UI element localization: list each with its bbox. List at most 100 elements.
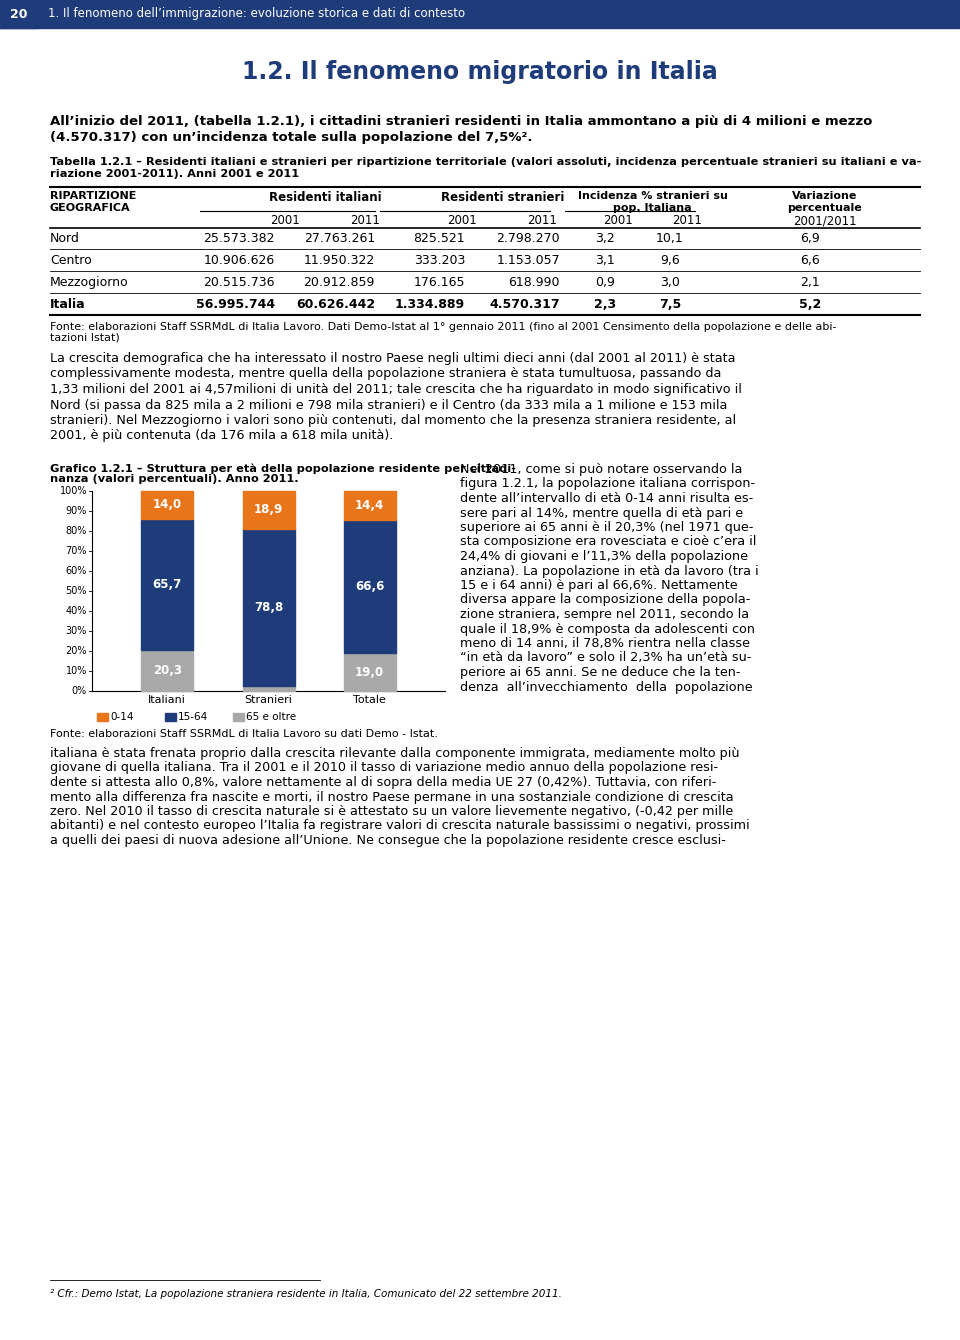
Text: periore ai 65 anni. Se ne deduce che la ten-: periore ai 65 anni. Se ne deduce che la …: [460, 666, 740, 679]
Text: All’inizio del 2011, (tabella 1.2.1), i cittadini stranieri residenti in Italia : All’inizio del 2011, (tabella 1.2.1), i …: [50, 115, 873, 129]
Text: 2,3: 2,3: [594, 297, 616, 311]
Text: 2001: 2001: [270, 214, 300, 226]
Text: denza  all’invecchiamento  della  popolazione: denza all’invecchiamento della popolazio…: [460, 681, 753, 694]
Text: 65 e oltre: 65 e oltre: [246, 712, 296, 722]
Text: 6,9: 6,9: [800, 232, 820, 245]
Text: 0-14: 0-14: [110, 712, 133, 722]
Text: 3,0: 3,0: [660, 276, 680, 289]
Text: 20.515.736: 20.515.736: [204, 276, 275, 289]
Text: 20,3: 20,3: [153, 665, 181, 677]
Bar: [141, 490, 193, 519]
Bar: [344, 653, 396, 691]
Text: Grafico 1.2.1 – Struttura per età della popolazione residente per cittadi-: Grafico 1.2.1 – Struttura per età della …: [50, 464, 516, 473]
Text: 60.626.442: 60.626.442: [296, 297, 375, 311]
Text: “in età da lavoro” e solo il 2,3% ha un’età su-: “in età da lavoro” e solo il 2,3% ha un’…: [460, 651, 752, 665]
Text: Variazione
percentuale: Variazione percentuale: [787, 192, 862, 213]
Text: zione straniera, sempre nel 2011, secondo la: zione straniera, sempre nel 2011, second…: [460, 608, 749, 620]
Text: 2001: 2001: [603, 214, 633, 226]
Text: 2001/2011: 2001/2011: [793, 214, 857, 226]
Text: 2.798.270: 2.798.270: [496, 232, 560, 245]
Text: 10%: 10%: [65, 666, 87, 675]
Text: Residenti italiani: Residenti italiani: [269, 192, 381, 204]
Text: dente all’intervallo di età 0-14 anni risulta es-: dente all’intervallo di età 0-14 anni ri…: [460, 492, 754, 505]
Text: nanza (valori percentuali). Anno 2011.: nanza (valori percentuali). Anno 2011.: [50, 474, 299, 484]
Text: 70%: 70%: [65, 545, 87, 556]
Text: Centro: Centro: [50, 255, 92, 267]
Text: 2,1: 2,1: [800, 276, 820, 289]
Text: Fonte: elaborazioni Staff SSRMdL di Italia Lavoro. Dati Demo-Istat al 1° gennaio: Fonte: elaborazioni Staff SSRMdL di Ital…: [50, 322, 836, 332]
Text: 7,5: 7,5: [659, 297, 682, 311]
Text: Totale: Totale: [353, 695, 386, 705]
Text: 3,1: 3,1: [595, 255, 614, 267]
Text: 90%: 90%: [65, 507, 87, 516]
Text: 80%: 80%: [65, 527, 87, 536]
Text: Italia: Italia: [50, 297, 85, 311]
Bar: [243, 686, 295, 691]
Text: 11.950.322: 11.950.322: [303, 255, 375, 267]
Text: sere pari al 14%, mentre quella di età pari e: sere pari al 14%, mentre quella di età p…: [460, 507, 743, 520]
Text: dente si attesta allo 0,8%, valore nettamente al di sopra della media UE 27 (0,4: dente si attesta allo 0,8%, valore netta…: [50, 776, 716, 789]
Text: 60%: 60%: [65, 565, 87, 576]
Text: 4.570.317: 4.570.317: [490, 297, 560, 311]
Text: 1.334.889: 1.334.889: [395, 297, 465, 311]
Text: abitanti) e nel contesto europeo l’Italia fa registrare valori di crescita natur: abitanti) e nel contesto europeo l’Itali…: [50, 820, 750, 832]
Text: Nel 2011, come si può notare osservando la: Nel 2011, come si può notare osservando …: [460, 464, 742, 476]
Bar: [344, 490, 396, 520]
Text: 25.573.382: 25.573.382: [204, 232, 275, 245]
Text: quale il 18,9% è composta da adolescenti con: quale il 18,9% è composta da adolescenti…: [460, 623, 755, 635]
Text: zero. Nel 2010 il tasso di crescita naturale si è attestato su un valore lieveme: zero. Nel 2010 il tasso di crescita natu…: [50, 805, 733, 817]
Text: Mezzogiorno: Mezzogiorno: [50, 276, 129, 289]
Bar: [141, 519, 193, 650]
Bar: [165, 713, 176, 721]
Text: mento alla differenza fra nascite e morti, il nostro Paese permane in una sostan: mento alla differenza fra nascite e mort…: [50, 791, 733, 804]
Text: 1.2. Il fenomeno migratorio in Italia: 1.2. Il fenomeno migratorio in Italia: [242, 60, 718, 84]
Text: 2011: 2011: [350, 214, 380, 226]
Text: a quelli dei paesi di nuova adesione all’Unione. Ne consegue che la popolazione : a quelli dei paesi di nuova adesione all…: [50, 833, 726, 847]
Text: 618.990: 618.990: [509, 276, 560, 289]
Bar: [344, 520, 396, 653]
Text: italiana è stata frenata proprio dalla crescita rilevante dalla componente immig: italiana è stata frenata proprio dalla c…: [50, 746, 739, 760]
Text: 10.906.626: 10.906.626: [204, 255, 275, 267]
Text: 10,1: 10,1: [656, 232, 684, 245]
Text: 78,8: 78,8: [253, 602, 283, 614]
Text: 1,33 milioni del 2001 ai 4,57milioni di unità del 2011; tale crescita che ha rig: 1,33 milioni del 2001 ai 4,57milioni di …: [50, 383, 742, 397]
Text: 18,9: 18,9: [253, 504, 283, 516]
Text: 66,6: 66,6: [355, 580, 384, 592]
Text: superiore ai 65 anni è il 20,3% (nel 1971 que-: superiore ai 65 anni è il 20,3% (nel 197…: [460, 521, 754, 535]
Text: 176.165: 176.165: [414, 276, 465, 289]
Text: 333.203: 333.203: [414, 255, 465, 267]
Text: 9,6: 9,6: [660, 255, 680, 267]
Text: 2001, è più contenuta (da 176 mila a 618 mila unità).: 2001, è più contenuta (da 176 mila a 618…: [50, 430, 394, 442]
Text: RIPARTIZIONE
GEOGRAFICA: RIPARTIZIONE GEOGRAFICA: [50, 192, 136, 213]
Bar: [243, 529, 295, 686]
Bar: [97, 713, 108, 721]
Text: Nord (si passa da 825 mila a 2 milioni e 798 mila stranieri) e il Centro (da 333: Nord (si passa da 825 mila a 2 milioni e…: [50, 398, 728, 411]
Text: 0,9: 0,9: [595, 276, 615, 289]
Text: 65,7: 65,7: [153, 578, 181, 591]
Bar: [141, 650, 193, 691]
Bar: [243, 490, 295, 529]
Bar: [0, 0, 38, 28]
Text: riazione 2001-2011). Anni 2001 e 2011: riazione 2001-2011). Anni 2001 e 2011: [50, 169, 300, 180]
Text: giovane di quella italiana. Tra il 2001 e il 2010 il tasso di variazione medio a: giovane di quella italiana. Tra il 2001 …: [50, 761, 718, 775]
Text: 1. Il fenomeno dell’immigrazione: evoluzione storica e dati di contesto: 1. Il fenomeno dell’immigrazione: evoluz…: [48, 8, 466, 20]
Bar: [0, 0, 960, 28]
Text: 2011: 2011: [673, 214, 703, 226]
Text: 24,4% di giovani e l’11,3% della popolazione: 24,4% di giovani e l’11,3% della popolaz…: [460, 549, 748, 563]
Text: 1.153.057: 1.153.057: [496, 255, 560, 267]
Text: 40%: 40%: [65, 606, 87, 616]
Text: 5,2: 5,2: [799, 297, 821, 311]
Text: 19,0: 19,0: [355, 666, 384, 678]
Text: Stranieri: Stranieri: [245, 695, 293, 705]
Text: stranieri). Nel Mezzogiorno i valori sono più contenuti, dal momento che la pres: stranieri). Nel Mezzogiorno i valori son…: [50, 414, 736, 427]
Text: 30%: 30%: [65, 626, 87, 636]
Text: Fonte: elaborazioni Staff SSRMdL di Italia Lavoro su dati Demo - Istat.: Fonte: elaborazioni Staff SSRMdL di Ital…: [50, 729, 438, 738]
Text: 14,4: 14,4: [355, 498, 384, 512]
Text: diversa appare la composizione della popola-: diversa appare la composizione della pop…: [460, 594, 751, 607]
Text: Italiani: Italiani: [148, 695, 186, 705]
Text: 15 e i 64 anni) è pari al 66,6%. Nettamente: 15 e i 64 anni) è pari al 66,6%. Nettame…: [460, 579, 737, 592]
Text: 20: 20: [11, 8, 28, 20]
Text: ² Cfr.: Demo Istat, La popolazione straniera residente in Italia, Comunicato del: ² Cfr.: Demo Istat, La popolazione stran…: [50, 1289, 562, 1298]
Text: Residenti stranieri: Residenti stranieri: [441, 192, 564, 204]
Text: (4.570.317) con un’incidenza totale sulla popolazione del 7,5%².: (4.570.317) con un’incidenza totale sull…: [50, 131, 533, 143]
